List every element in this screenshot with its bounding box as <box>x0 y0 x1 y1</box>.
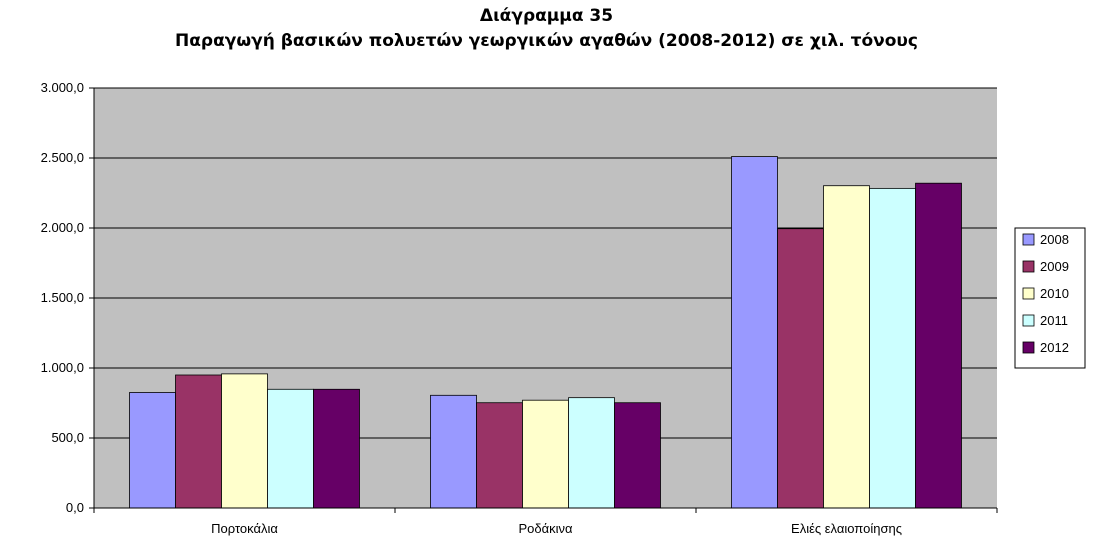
legend-swatch-2009 <box>1022 260 1035 273</box>
bar-2009 <box>476 402 523 509</box>
bars <box>129 156 962 509</box>
legend-swatch-2011 <box>1022 314 1035 327</box>
bar-2008 <box>129 392 176 509</box>
legend-swatch-2012 <box>1022 341 1035 354</box>
bar-2008 <box>731 156 778 509</box>
legend-label-2009: 2009 <box>1040 259 1069 274</box>
bar-2010 <box>221 373 268 509</box>
bar-2011 <box>869 187 916 509</box>
bar-2009 <box>175 374 222 509</box>
x-category-label: Ροδάκινα <box>518 521 573 536</box>
x-category-label: Πορτοκάλια <box>211 521 278 536</box>
y-tick-label: 0,0 <box>66 500 84 515</box>
legend-label-2008: 2008 <box>1040 232 1069 247</box>
legend-label-2012: 2012 <box>1040 340 1069 355</box>
legend-swatch-2010 <box>1022 287 1035 300</box>
y-tick-label: 1.500,0 <box>41 290 84 305</box>
legend-swatch-2008 <box>1022 233 1035 246</box>
bar-2010 <box>823 185 870 509</box>
x-axis: Πορτοκάλια Ροδάκινα Ελιές ελαιοποίησης <box>93 507 998 536</box>
bar-2012 <box>313 388 360 509</box>
bar-2012 <box>915 182 962 509</box>
y-tick-label: 2.000,0 <box>41 220 84 235</box>
y-axis-ticks: 0,0 500,0 1.000,0 1.500,0 2.000,0 2.500,0 3.00… <box>41 80 95 515</box>
legend-label-2010: 2010 <box>1040 286 1069 301</box>
bar-2010 <box>522 399 569 509</box>
x-category-label: Ελιές ελαιοποίησης <box>791 521 902 536</box>
y-tick-label: 2.500,0 <box>41 150 84 165</box>
legend: 2008 2009 2010 2011 2012 <box>1014 227 1086 369</box>
y-tick-label: 500,0 <box>51 430 84 445</box>
bar-2011 <box>267 388 314 509</box>
y-tick-label: 1.000,0 <box>41 360 84 375</box>
bar-2009 <box>777 228 824 509</box>
bar-2012 <box>614 402 661 509</box>
legend-label-2011: 2011 <box>1040 313 1068 328</box>
y-tick-label: 3.000,0 <box>41 80 84 95</box>
bar-2011 <box>568 397 615 509</box>
chart-subtitle: Παραγωγή βασικών πολυετών γεωργικών αγαθ… <box>175 31 918 51</box>
bar-2008 <box>430 394 477 509</box>
chart-title: Διάγραμμα 35 <box>479 6 614 26</box>
